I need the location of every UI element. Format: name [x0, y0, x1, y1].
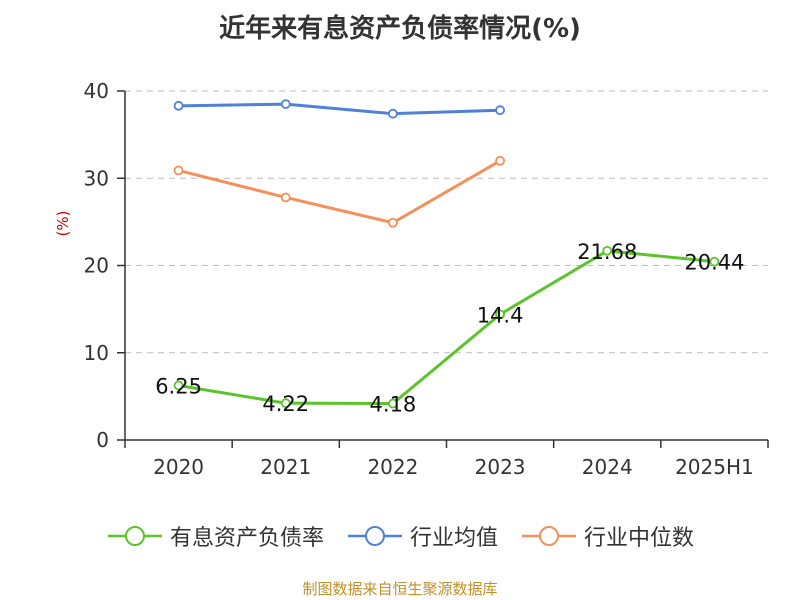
data-label: 6.25 [155, 374, 202, 398]
data-point [173, 100, 184, 111]
data-point [709, 256, 720, 267]
series-layer [173, 99, 720, 409]
data-point [388, 108, 398, 119]
data-point [280, 398, 291, 409]
legend-marker [347, 526, 402, 546]
legend-marker [107, 526, 162, 546]
data-label: 14.4 [477, 303, 524, 327]
legend-label: 有息资产负债率 [169, 526, 324, 551]
series-line-1 [178, 102, 501, 116]
legend-marker [522, 526, 576, 546]
legend-label: 行业中位数 [584, 526, 695, 551]
data-point [173, 380, 184, 391]
x-tick-label: 2025H1 [675, 455, 754, 479]
axis-layer: 0 10 20 30 40 2020 2021 2022 2023 2024 2025H1 (%) [54, 79, 769, 479]
x-tick-label: 2024 [582, 455, 633, 479]
data-point [280, 99, 291, 109]
data-label: 20.44 [684, 251, 744, 275]
series-line-0 [178, 249, 715, 406]
data-point [173, 165, 184, 176]
data-point [388, 217, 398, 228]
y-tick-label: 10 [84, 341, 109, 365]
x-tick-label: 2021 [260, 455, 311, 479]
data-point [388, 398, 398, 409]
data-label: 4.18 [370, 393, 417, 417]
y-tick-label: 30 [84, 166, 109, 190]
grid-layer [125, 90, 768, 354]
data-label: 4.22 [262, 392, 309, 416]
legend: 有息资产负债率 行业均值 行业中位数 [0, 520, 800, 552]
x-tick-label: 2020 [153, 455, 204, 479]
y-tick-label: 40 [84, 79, 109, 103]
data-label: 21.68 [577, 240, 637, 264]
y-tick-label: 20 [84, 254, 109, 278]
legend-item[interactable]: 行业均值 [346, 520, 498, 552]
data-point [602, 245, 613, 256]
legend-item[interactable]: 有息资产负债率 [106, 520, 324, 552]
y-tick-label: 0 [96, 428, 109, 452]
chart-title: 近年来有息资产负债率情况(%) [219, 14, 581, 44]
series-line-2 [178, 159, 501, 225]
y-axis-label: (%) [54, 211, 72, 237]
source-note: 制图数据来自恒生聚源数据库 [302, 580, 498, 598]
legend-item[interactable]: 行业中位数 [520, 520, 694, 552]
data-point [495, 155, 505, 166]
data-point [495, 309, 505, 320]
data-label-layer: 6.25 4.22 4.18 14.4 21.68 20.44 [155, 240, 744, 417]
x-tick-label: 2022 [367, 455, 418, 479]
data-point [495, 105, 505, 116]
data-point [280, 192, 291, 203]
legend-label: 行业均值 [409, 526, 498, 551]
x-tick-label: 2023 [475, 455, 526, 479]
